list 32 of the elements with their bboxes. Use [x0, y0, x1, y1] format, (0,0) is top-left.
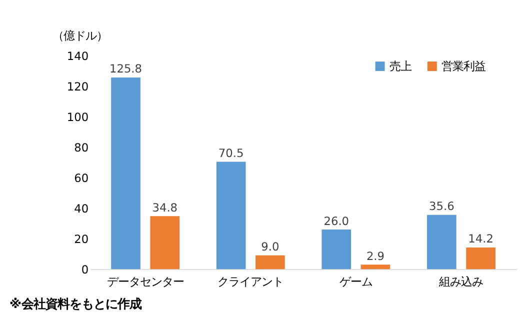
y-tick-label: 40 — [74, 201, 89, 216]
x-tick-label: データセンター — [106, 274, 184, 289]
text: 34.8 — [152, 200, 178, 214]
bar — [256, 255, 285, 270]
text: 14.2 — [468, 232, 494, 246]
bar — [322, 229, 352, 270]
bar — [466, 247, 496, 270]
bar — [216, 162, 246, 270]
bar — [111, 77, 140, 270]
text: 9.0 — [261, 240, 280, 254]
text: 125.8 — [110, 62, 142, 76]
x-tick-label: 組み込み — [438, 274, 484, 289]
y-tick-label: 20 — [74, 232, 89, 246]
legend-label: 営業利益 — [442, 59, 486, 74]
text: 70.5 — [218, 146, 244, 160]
x-tick-label: ゲーム — [339, 274, 372, 289]
y-tick-label: 120 — [66, 80, 89, 94]
text: 26.0 — [324, 214, 350, 228]
y-tick-label: 140 — [66, 49, 89, 64]
y-axis-title: （億ドル） — [52, 28, 108, 42]
text: 2.9 — [366, 248, 385, 263]
bar — [427, 214, 456, 270]
text: ※会社資料をもとに作成 — [9, 296, 142, 311]
y-tick-label: 0 — [81, 262, 89, 276]
legend-label: 売上 — [390, 59, 412, 74]
y-tick-label: 60 — [74, 170, 89, 185]
y-tick-label: 80 — [74, 140, 89, 155]
y-tick-label: 100 — [66, 110, 89, 124]
bar — [150, 216, 180, 270]
x-tick-label: クライアント — [218, 274, 284, 289]
bar — [360, 264, 390, 270]
text: 35.6 — [429, 199, 454, 214]
